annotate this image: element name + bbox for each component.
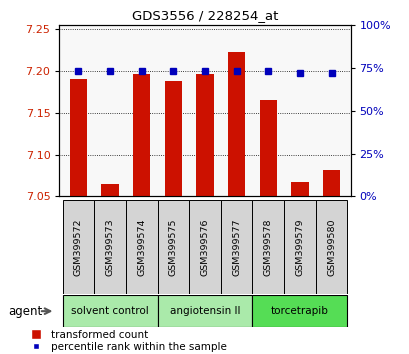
Bar xyxy=(126,200,157,294)
Bar xyxy=(63,200,94,294)
Bar xyxy=(252,295,346,327)
Bar xyxy=(196,74,213,196)
Text: GSM399575: GSM399575 xyxy=(169,218,178,276)
Text: GSM399579: GSM399579 xyxy=(295,218,303,276)
Text: GSM399574: GSM399574 xyxy=(137,218,146,276)
Bar xyxy=(189,200,220,294)
Bar xyxy=(70,79,87,196)
Bar xyxy=(164,81,182,196)
Text: torcetrapib: torcetrapib xyxy=(270,306,328,316)
Bar xyxy=(252,200,283,294)
Text: solvent control: solvent control xyxy=(71,306,148,316)
Text: GSM399572: GSM399572 xyxy=(74,218,83,276)
Bar xyxy=(283,200,315,294)
Bar xyxy=(63,295,157,327)
Text: GSM399573: GSM399573 xyxy=(106,218,114,276)
Bar xyxy=(220,200,252,294)
Text: angiotensin II: angiotensin II xyxy=(169,306,240,316)
Bar xyxy=(290,182,308,196)
Text: GSM399580: GSM399580 xyxy=(326,218,335,276)
Text: GSM399577: GSM399577 xyxy=(231,218,240,276)
Bar xyxy=(157,295,252,327)
Bar xyxy=(259,100,276,196)
Text: agent: agent xyxy=(8,305,43,318)
Text: GSM399576: GSM399576 xyxy=(200,218,209,276)
Text: GSM399578: GSM399578 xyxy=(263,218,272,276)
Bar xyxy=(315,200,346,294)
Text: GDS3556 / 228254_at: GDS3556 / 228254_at xyxy=(131,9,278,22)
Legend: transformed count, percentile rank within the sample: transformed count, percentile rank withi… xyxy=(22,326,230,354)
Bar xyxy=(94,200,126,294)
Bar xyxy=(322,170,339,196)
Bar xyxy=(133,74,150,196)
Bar xyxy=(227,52,245,196)
Bar xyxy=(157,200,189,294)
Bar xyxy=(101,184,119,196)
